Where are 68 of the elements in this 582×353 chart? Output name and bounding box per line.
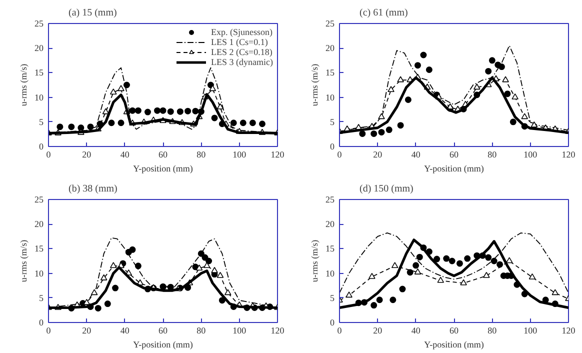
x-tick-label: 120 [270, 326, 285, 336]
y-tick-label: 15 [326, 244, 335, 254]
x-tick-label: 120 [562, 326, 576, 336]
y-tick-label: 5 [39, 292, 44, 303]
x-tick-label: 0 [337, 326, 342, 336]
x-axis-title: Y-position (mm) [133, 164, 193, 174]
y-tick-label: 10 [34, 92, 44, 102]
x-tick-label: 120 [562, 150, 576, 160]
y-tick-label: 0 [39, 142, 44, 152]
x-tick-label: 20 [373, 150, 383, 160]
x-tick-label: 40 [120, 150, 130, 160]
x-tick-label: 80 [488, 150, 498, 160]
y-tick-label: 10 [326, 268, 335, 278]
y-tick-label: 15 [34, 68, 44, 78]
y-tick-label: 10 [34, 268, 44, 278]
x-tick-label: 100 [524, 150, 538, 160]
y-tick-label: 25 [34, 194, 44, 204]
y-axis-title: u-rms (m/s) [18, 240, 28, 282]
y-tick-label: 20 [34, 43, 44, 54]
y-tick-label: 0 [39, 318, 44, 328]
x-tick-label: 40 [411, 326, 421, 336]
y-axis-title: u-rms (m/s) [310, 240, 320, 282]
x-tick-label: 80 [196, 326, 206, 336]
y-tick-label: 15 [34, 244, 44, 254]
legend-label: Exp. (Sjunesson) [211, 27, 272, 37]
x-tick-label: 60 [158, 326, 168, 336]
x-tick-label: 60 [158, 150, 168, 160]
x-tick-label: 80 [196, 150, 206, 160]
x-tick-label: 80 [488, 326, 498, 336]
x-tick-label: 40 [411, 150, 421, 160]
y-tick-label: 20 [326, 43, 335, 54]
x-tick-label: 100 [524, 326, 538, 336]
x-tick-label: 60 [450, 326, 459, 336]
x-tick-label: 100 [232, 326, 247, 336]
x-tick-label: 0 [46, 150, 52, 160]
legend-label: LES 1 (Cs=0.1) [211, 37, 268, 47]
y-axis-title: u-rms (m/s) [18, 64, 28, 106]
y-tick-label: 5 [39, 116, 44, 127]
x-tick-label: 40 [120, 326, 130, 336]
y-axis-title: u-rms (m/s) [310, 64, 320, 106]
y-tick-label: 25 [34, 18, 44, 28]
y-tick-label: 25 [326, 194, 335, 204]
chart-title: (b) 38 (mm) [68, 184, 118, 194]
x-axis-title: Y-position (mm) [133, 340, 193, 350]
x-tick-label: 60 [450, 150, 459, 160]
y-tick-label: 0 [330, 318, 335, 328]
x-tick-label: 20 [82, 326, 92, 336]
y-tick-label: 20 [326, 219, 335, 230]
x-tick-label: 100 [232, 150, 247, 160]
x-tick-label: 20 [82, 150, 92, 160]
x-tick-label: 120 [270, 150, 285, 160]
chart-title: (a) 15 (mm) [68, 8, 117, 18]
y-tick-label: 5 [330, 292, 335, 303]
chart-title: (c) 61 (mm) [360, 8, 408, 18]
x-axis-title: Y-position (mm) [424, 164, 484, 174]
y-tick-label: 20 [34, 219, 44, 230]
x-tick-label: 0 [337, 150, 342, 160]
legend-label: LES 3 (dynamic) [211, 57, 273, 67]
x-tick-label: 0 [46, 326, 52, 336]
y-tick-label: 25 [326, 18, 335, 28]
x-tick-label: 20 [373, 326, 383, 336]
y-tick-label: 10 [326, 92, 335, 102]
legend-label: LES 2 (Cs=0.18) [211, 47, 272, 57]
y-tick-label: 5 [330, 116, 335, 127]
x-axis-title: Y-position (mm) [424, 340, 484, 350]
y-tick-label: 15 [326, 68, 335, 78]
y-tick-label: 0 [330, 142, 335, 152]
chart-title: (d) 150 (mm) [360, 184, 414, 194]
